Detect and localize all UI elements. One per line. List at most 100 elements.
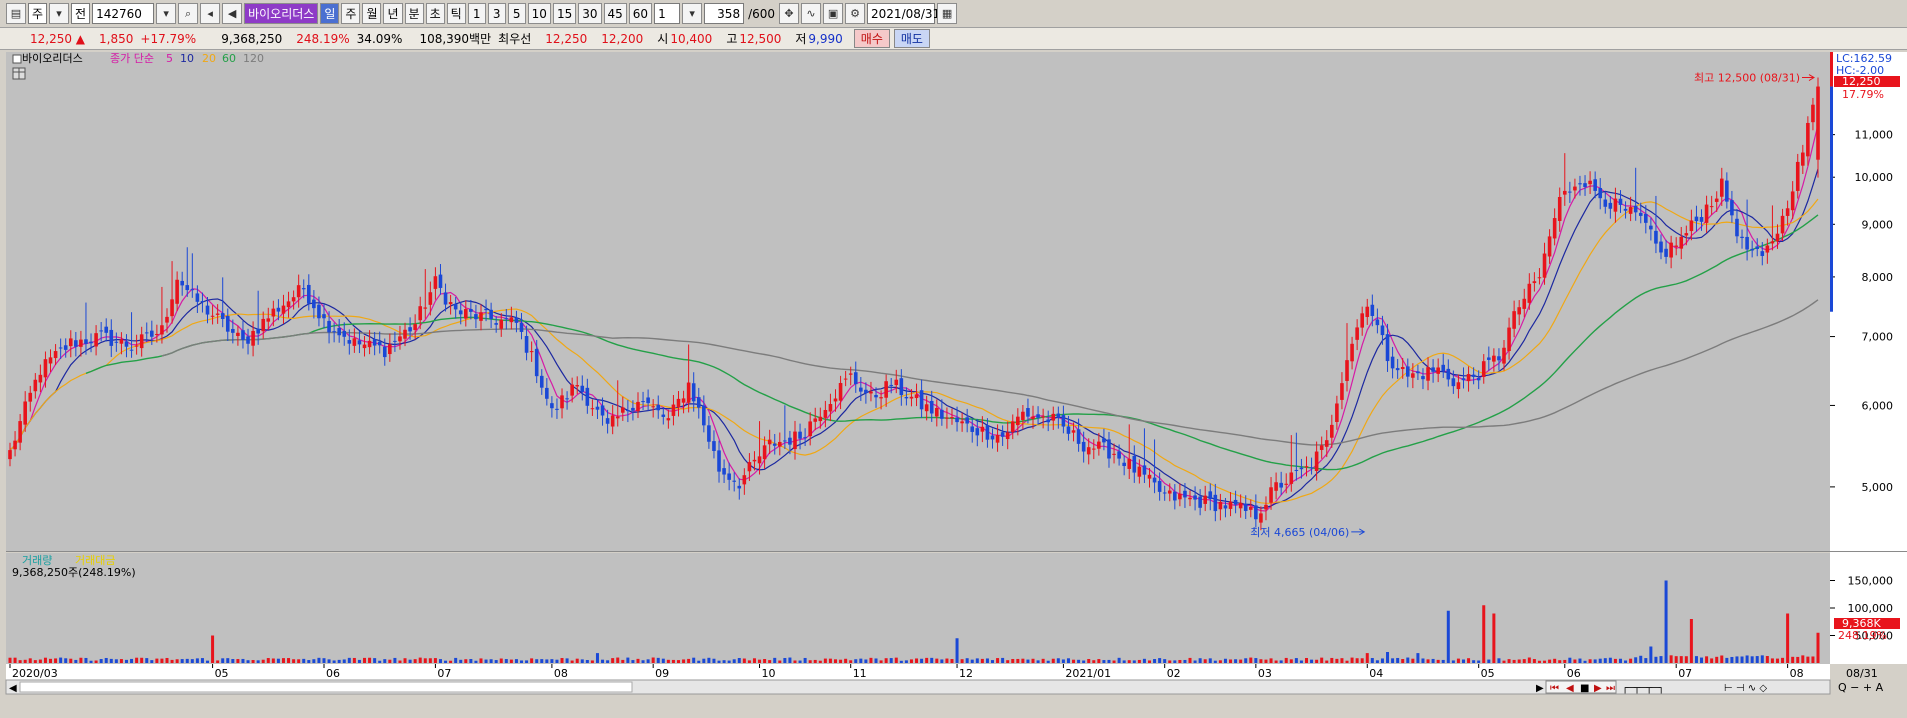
sell-button[interactable]: 매도	[893, 29, 930, 48]
tab-month[interactable]: 월	[362, 3, 382, 24]
stop-icon[interactable]: ■	[1580, 683, 1589, 694]
candle-body	[1223, 505, 1228, 509]
volume-bar	[175, 659, 179, 663]
candle	[1117, 444, 1121, 466]
line-tool-icon[interactable]: ∿	[801, 3, 822, 24]
volume-bar	[99, 659, 103, 663]
candle	[626, 400, 630, 423]
save-icon[interactable]: ▣	[823, 3, 844, 24]
candle	[205, 297, 210, 324]
candle	[1588, 171, 1592, 194]
volume-bar	[1593, 659, 1597, 663]
scroll-left-icon[interactable]: ◀	[9, 683, 17, 694]
back-icon[interactable]: ◀	[1566, 683, 1574, 694]
candle	[924, 395, 929, 421]
candle	[1319, 436, 1324, 459]
candle	[798, 423, 802, 450]
candle	[1178, 483, 1182, 507]
stock-code-input[interactable]: 142760	[92, 3, 155, 24]
count-input[interactable]: 358	[704, 3, 745, 24]
date-input[interactable]: 2021/08/31	[867, 3, 940, 24]
volume-bar	[1715, 656, 1719, 663]
candle-body	[1487, 357, 1491, 360]
forward-icon[interactable]: ▶	[1594, 683, 1602, 694]
interval-30[interactable]: 30	[578, 3, 602, 24]
volume-bar	[1046, 660, 1050, 663]
candle-body	[793, 431, 797, 450]
rewind-icon[interactable]: ⏮	[1550, 683, 1559, 694]
buy-button[interactable]: 매수	[853, 29, 890, 48]
tab-week[interactable]: 주	[341, 3, 361, 24]
open-label: 시	[657, 32, 669, 46]
stock-name-button[interactable]: 바이오리더스	[244, 3, 319, 24]
zoom-range-icon[interactable]: ┌─┬─┬─┐	[1622, 683, 1664, 694]
candle-body	[195, 293, 200, 302]
speaker-icon[interactable]: ◂	[200, 3, 221, 24]
draw-tools-icon[interactable]: ⊢ ⊣ ∿ ◇	[1724, 683, 1767, 694]
candle	[74, 331, 78, 357]
candle-body	[1390, 356, 1395, 369]
market-select[interactable]: 주	[28, 3, 48, 24]
code-dropdown-icon[interactable]: ▾	[156, 3, 177, 24]
y-tick-label: 6,000	[1862, 399, 1894, 412]
candle	[843, 370, 848, 387]
interval-10[interactable]: 10	[527, 3, 551, 24]
volume-bar	[1330, 657, 1334, 663]
unit-input[interactable]: 1	[654, 3, 681, 24]
candle	[1801, 144, 1805, 174]
crosshair-icon[interactable]: ✥	[779, 3, 800, 24]
candle-body	[1659, 241, 1663, 253]
type-select[interactable]: 전	[71, 3, 91, 24]
candle-body	[1152, 477, 1157, 483]
volume-bar	[545, 659, 549, 663]
candle	[53, 344, 58, 366]
playback-controls[interactable]: ⏮ ◀ ■ ▶ ⏭	[1545, 680, 1617, 694]
candle-body	[1699, 217, 1704, 222]
candle	[838, 375, 843, 410]
chart-area[interactable]: 5,000 6,000 7,000 8,000 9,000 10,000 11,000 50…	[0, 52, 1907, 718]
unit-dropdown-icon[interactable]: ▾	[682, 3, 703, 24]
interval-60[interactable]: 60	[628, 3, 653, 24]
candle-body	[1324, 440, 1329, 447]
interval-45[interactable]: 45	[603, 3, 627, 24]
prev-icon[interactable]: ◀	[222, 3, 243, 24]
candle-body	[798, 431, 802, 439]
candle-body	[99, 330, 103, 332]
candle-body	[58, 347, 63, 349]
tab-minute[interactable]: 분	[404, 3, 424, 24]
tab-day[interactable]: 일	[320, 3, 340, 24]
volume-bar	[1431, 658, 1435, 663]
search-icon[interactable]: ⌕	[178, 3, 199, 24]
volume-bar	[874, 658, 878, 663]
volume-bar	[418, 657, 422, 663]
volume-bar	[312, 659, 316, 663]
zoom-controls[interactable]: Q − + A	[1838, 681, 1884, 694]
tab-year[interactable]: 년	[383, 3, 403, 24]
interval-1[interactable]: 1	[467, 3, 486, 24]
candle	[1446, 359, 1451, 387]
price-change-pct: +17.79%	[140, 31, 197, 46]
tab-tick[interactable]: 틱	[446, 3, 466, 24]
candle-body	[524, 336, 529, 353]
fastforward-icon[interactable]: ⏭	[1606, 683, 1615, 694]
candle	[1345, 323, 1349, 392]
scrollbar-thumb[interactable]	[19, 681, 633, 693]
gear-icon[interactable]: ⚙	[845, 3, 866, 24]
chevron-down-icon[interactable]: ▾	[49, 3, 70, 24]
candle	[1335, 395, 1339, 430]
scroll-right-icon[interactable]: ▶	[1536, 683, 1544, 694]
grid-toggle-icon[interactable]	[12, 67, 26, 80]
layout-icon[interactable]: ▤	[6, 3, 26, 24]
interval-15[interactable]: 15	[552, 3, 577, 24]
candle	[160, 286, 164, 344]
interval-3[interactable]: 3	[487, 3, 506, 24]
volume-bar	[185, 658, 189, 663]
volume-bar	[1421, 658, 1425, 663]
tab-second[interactable]: 초	[425, 3, 445, 24]
candle-body	[788, 437, 792, 445]
candle	[190, 253, 195, 298]
candle-body	[474, 314, 478, 320]
interval-5[interactable]: 5	[507, 3, 526, 24]
calendar-icon[interactable]: ▦	[937, 3, 958, 24]
